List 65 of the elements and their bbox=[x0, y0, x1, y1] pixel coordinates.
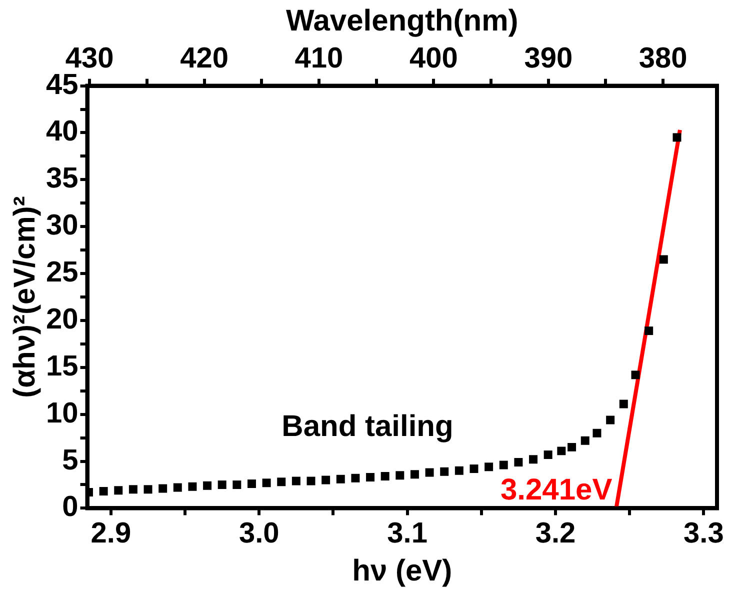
y-tick-label: 15 bbox=[46, 350, 78, 382]
point bbox=[484, 462, 494, 472]
x2-tick-label: 410 bbox=[294, 42, 344, 74]
annotation: Band tailing bbox=[282, 410, 454, 444]
x-tick-label: 3.0 bbox=[238, 518, 280, 550]
point bbox=[514, 458, 523, 466]
y-tick-label: 40 bbox=[46, 116, 78, 148]
point bbox=[366, 472, 375, 482]
x2-tick-label: 380 bbox=[638, 42, 688, 74]
point bbox=[499, 460, 508, 470]
point bbox=[114, 486, 123, 495]
point bbox=[410, 470, 419, 479]
annotation: 3.241eV bbox=[500, 473, 612, 506]
point bbox=[619, 400, 628, 408]
point bbox=[322, 476, 330, 484]
x-tick-label: 2.9 bbox=[90, 518, 132, 550]
point bbox=[128, 485, 138, 494]
y-tick-label: 25 bbox=[46, 256, 78, 289]
point bbox=[592, 428, 602, 438]
point bbox=[644, 326, 654, 336]
point bbox=[277, 478, 286, 486]
point bbox=[173, 483, 182, 492]
point bbox=[529, 455, 538, 464]
point bbox=[659, 255, 668, 264]
x2-axis-title: Wavelength(nm) bbox=[286, 4, 518, 38]
x-tick-label: 3.2 bbox=[535, 518, 576, 550]
point bbox=[336, 474, 345, 484]
y-tick-label: 5 bbox=[62, 444, 78, 476]
point bbox=[292, 476, 300, 486]
point bbox=[144, 485, 152, 494]
point bbox=[425, 468, 434, 477]
y-tick-label: 10 bbox=[46, 397, 78, 430]
point bbox=[606, 416, 615, 424]
y-tick-label: 0 bbox=[62, 491, 78, 524]
point bbox=[454, 466, 464, 475]
y-tick-label: 20 bbox=[46, 303, 78, 336]
x-tick-label: 3.1 bbox=[387, 518, 428, 550]
point bbox=[440, 467, 449, 476]
x2-tick-label: 400 bbox=[409, 42, 458, 74]
y-tick-label: 30 bbox=[46, 210, 78, 242]
y-axis-title: (αhν)²(eV/cm)² bbox=[8, 196, 42, 398]
y-tick-label: 35 bbox=[46, 162, 78, 195]
point bbox=[203, 481, 212, 490]
point bbox=[396, 471, 404, 480]
x-axis-title: hν (eV) bbox=[352, 554, 452, 588]
point bbox=[188, 482, 197, 491]
point bbox=[557, 446, 566, 456]
point bbox=[580, 436, 590, 445]
point bbox=[232, 480, 242, 489]
point bbox=[470, 464, 478, 474]
point bbox=[247, 480, 256, 488]
point bbox=[99, 487, 108, 496]
point bbox=[158, 484, 168, 493]
x2-tick-label: 390 bbox=[524, 42, 573, 74]
x-tick-label: 3.3 bbox=[684, 518, 724, 550]
point bbox=[544, 450, 552, 459]
point bbox=[568, 442, 576, 452]
point bbox=[631, 370, 640, 380]
point bbox=[672, 133, 682, 142]
x2-tick-label: 420 bbox=[180, 42, 228, 74]
point bbox=[380, 472, 390, 481]
point bbox=[306, 476, 316, 486]
point bbox=[351, 474, 360, 482]
point bbox=[218, 480, 226, 489]
point bbox=[262, 478, 271, 488]
